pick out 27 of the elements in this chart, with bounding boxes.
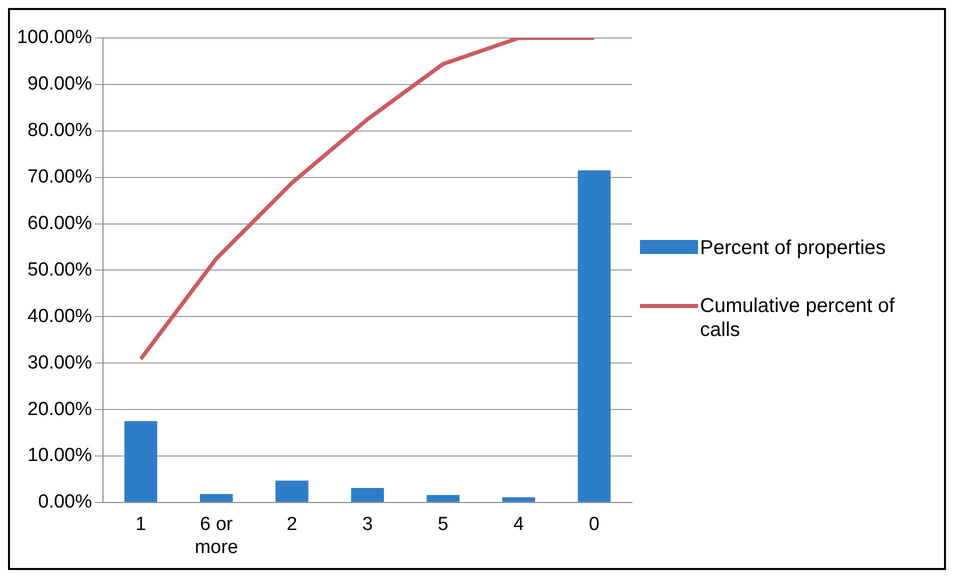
bar bbox=[351, 488, 384, 502]
legend-label: Percent of properties bbox=[700, 236, 886, 260]
x-tick-label: 2 bbox=[286, 514, 298, 536]
bar bbox=[124, 421, 158, 502]
y-tick-label: 30.00% bbox=[28, 352, 92, 374]
y-tick-label: 100.00% bbox=[16, 27, 92, 48]
legend-label: Cumulative percent of calls bbox=[700, 294, 896, 342]
x-tick-label: 1 bbox=[136, 514, 146, 536]
bar bbox=[502, 497, 536, 502]
bar bbox=[578, 170, 611, 502]
x-tick-label: 3 bbox=[362, 514, 373, 536]
bar bbox=[200, 494, 233, 502]
y-tick-label: 50.00% bbox=[28, 259, 92, 280]
y-tick-label: 20.00% bbox=[28, 398, 92, 420]
y-tick-label: 10.00% bbox=[28, 445, 92, 466]
x-tick-label: 6 or more bbox=[194, 514, 238, 558]
y-tick-label: 80.00% bbox=[28, 120, 92, 142]
y-tick-label: 70.00% bbox=[28, 166, 92, 188]
bar bbox=[426, 494, 460, 502]
y-tick-label: 60.00% bbox=[28, 212, 92, 234]
y-tick-label: 90.00% bbox=[28, 74, 92, 95]
x-tick-label: 0 bbox=[588, 514, 600, 536]
bar bbox=[276, 480, 308, 502]
x-tick-label: 4 bbox=[513, 514, 524, 536]
y-tick-label: 0.00% bbox=[38, 492, 92, 513]
x-tick-label: 5 bbox=[438, 514, 448, 536]
y-tick-label: 40.00% bbox=[28, 306, 92, 327]
